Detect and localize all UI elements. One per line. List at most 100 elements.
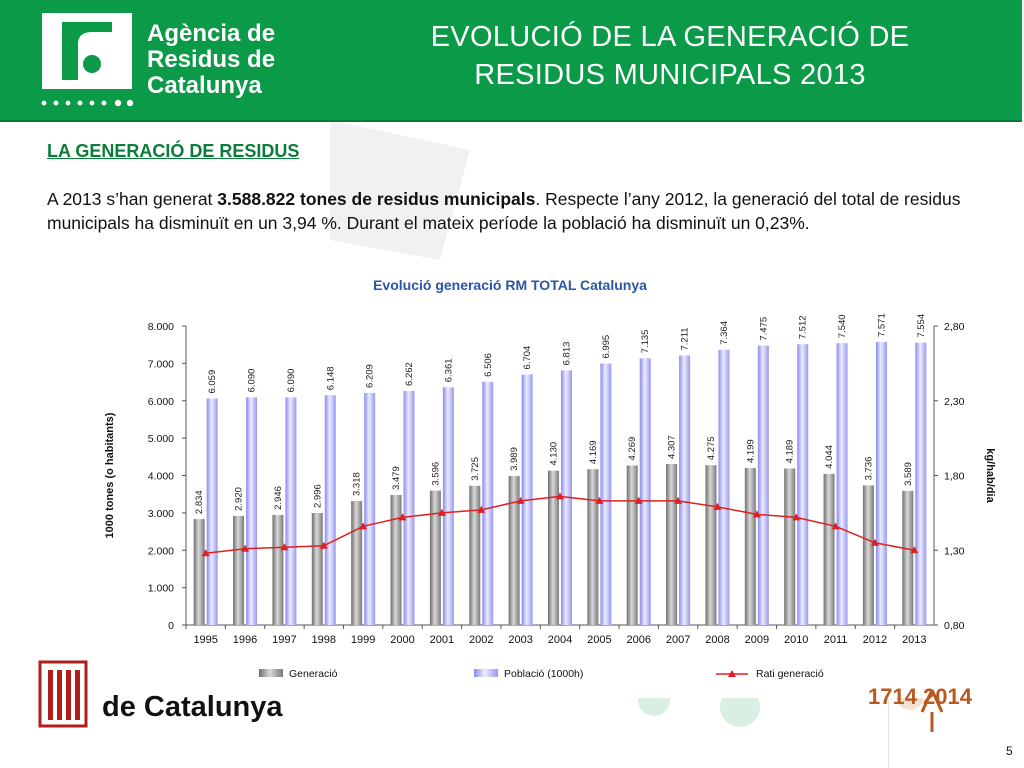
x-tick-label: 1997	[272, 634, 296, 646]
x-tick-label: 2001	[430, 634, 454, 646]
bar-generacio	[705, 465, 717, 625]
y2-tick-label: 2,30	[944, 396, 965, 408]
bar-poblacio	[206, 398, 218, 625]
anniversary-text: 1714 2014	[868, 684, 973, 709]
data-label-generacio: 4.275	[706, 436, 717, 460]
intro-text-bold: 3.588.822 tones de residus municipals	[217, 189, 536, 209]
data-label-generacio: 4.044	[824, 445, 835, 469]
data-label-generacio: 4.307	[667, 435, 678, 459]
marker-rati-generacio	[674, 496, 683, 504]
y-tick-label: 6.000	[148, 396, 174, 408]
x-tick-label: 2003	[508, 634, 532, 646]
intro-text-end: . Respecte l’any 2012, la generació del …	[47, 189, 961, 233]
bar-generacio	[587, 469, 599, 625]
bar-generacio	[311, 513, 323, 625]
bar-generacio	[823, 473, 835, 625]
data-label-poblacio: 7.211	[680, 327, 691, 350]
x-tick-label: 2005	[587, 634, 611, 646]
senyera-frame	[38, 660, 88, 728]
divider-line	[888, 700, 889, 768]
x-tick-label: 2008	[705, 634, 729, 646]
y-tick-label: 3.000	[148, 508, 174, 520]
bar-generacio	[272, 514, 284, 625]
data-label-generacio: 3.596	[430, 462, 441, 486]
data-label-generacio: 4.269	[627, 437, 638, 461]
bar-generacio	[626, 465, 638, 625]
data-label-poblacio: 6.995	[601, 335, 612, 359]
bar-generacio	[429, 490, 441, 625]
x-tick-label: 2009	[745, 634, 769, 646]
y-tick-label: 2.000	[148, 545, 174, 557]
data-label-poblacio: 6.361	[443, 358, 454, 382]
data-label-generacio: 3.989	[509, 447, 520, 471]
y2-tick-label: 1,80	[944, 471, 965, 483]
bar-poblacio	[442, 387, 454, 625]
marker-rati-generacio	[831, 522, 840, 530]
y-tick-label: 1.000	[148, 583, 174, 595]
marker-rati-generacio	[792, 513, 801, 521]
data-label-poblacio: 6.209	[365, 364, 376, 388]
x-tick-label: 2012	[863, 634, 887, 646]
y-tick-label: 4.000	[148, 471, 174, 483]
bar-generacio	[469, 485, 481, 625]
bar-poblacio	[246, 397, 258, 625]
x-tick-label: 2010	[784, 634, 808, 646]
data-label-poblacio: 6.262	[404, 362, 415, 386]
marker-rati-generacio	[595, 496, 604, 504]
y2-axis-label: kg/hab/dia	[984, 448, 996, 503]
data-label-poblacio: 7.554	[916, 314, 927, 338]
arc-logo: Agència de Residus de Catalunya	[41, 13, 275, 107]
gencat-text: de Catalunya	[102, 691, 283, 723]
bar-poblacio	[482, 381, 494, 625]
page-title-line2: RESIDUS MUNICIPALS 2013	[474, 59, 866, 91]
page-title: EVOLUCIÓ DE LA GENERACIÓ DE RESIDUS MUNI…	[350, 18, 990, 94]
legend-label-poblacio: Població (1000h)	[504, 668, 583, 680]
bar-poblacio	[324, 395, 336, 625]
bar-generacio	[744, 468, 756, 625]
bar-poblacio	[718, 349, 730, 625]
data-label-poblacio: 7.475	[758, 317, 769, 341]
data-label-generacio: 3.736	[863, 457, 874, 481]
bar-generacio	[351, 500, 363, 625]
data-label-generacio: 2.996	[312, 484, 323, 508]
bar-poblacio	[285, 397, 297, 625]
bar-generacio	[193, 519, 205, 625]
data-label-poblacio: 7.571	[876, 313, 887, 337]
marker-rati-generacio	[319, 541, 328, 549]
marker-rati-generacio	[713, 502, 722, 510]
org-name-line1: Agència de	[147, 20, 275, 47]
y2-tick-label: 2,80	[944, 321, 965, 333]
chart-title: Evolució generació RM TOTAL Catalunya	[373, 277, 647, 293]
logo-flower-icon	[83, 55, 101, 73]
x-tick-label: 2002	[469, 634, 493, 646]
generation-chart: Evolució generació RM TOTAL Catalunya 0 1.…	[104, 277, 996, 680]
header-banner: Agència de Residus de Catalunya EVOLUCIÓ…	[0, 0, 1022, 122]
x-tick-label: 2004	[548, 634, 572, 646]
y-tick-label: 0	[168, 620, 174, 632]
marker-rati-generacio	[201, 549, 210, 557]
legend-label-generacio: Generació	[289, 668, 338, 680]
marker-rati-generacio	[634, 496, 643, 504]
bar-poblacio	[639, 358, 651, 625]
data-label-generacio: 4.199	[745, 439, 756, 463]
x-tick-label: 1995	[193, 634, 217, 646]
section-title: LA GENERACIÓ DE RESIDUS	[47, 141, 300, 161]
marker-rati-generacio	[280, 543, 289, 551]
marker-rati-generacio	[437, 508, 446, 516]
data-label-generacio: 4.130	[549, 442, 560, 466]
bar-generacio	[862, 485, 874, 625]
marker-rati-generacio	[516, 496, 525, 504]
intro-paragraph: A 2013 s’han generat 3.588.822 tones de …	[47, 187, 982, 235]
anniversary-logo: 1714 2014	[868, 684, 973, 732]
marker-rati-generacio	[241, 544, 250, 552]
data-label-generacio: 2.834	[194, 490, 205, 514]
x-tick-label: 1998	[312, 634, 336, 646]
x-tick-label: 1999	[351, 634, 375, 646]
logo-r-shape	[62, 22, 112, 80]
bar-poblacio	[403, 390, 415, 625]
legend-label-rati: Rati generació	[756, 668, 824, 680]
bar-poblacio	[679, 355, 691, 625]
data-label-generacio: 2.946	[273, 486, 284, 510]
x-tick-label: 2006	[626, 634, 650, 646]
intro-text-start: A 2013 s’han generat	[47, 189, 218, 209]
